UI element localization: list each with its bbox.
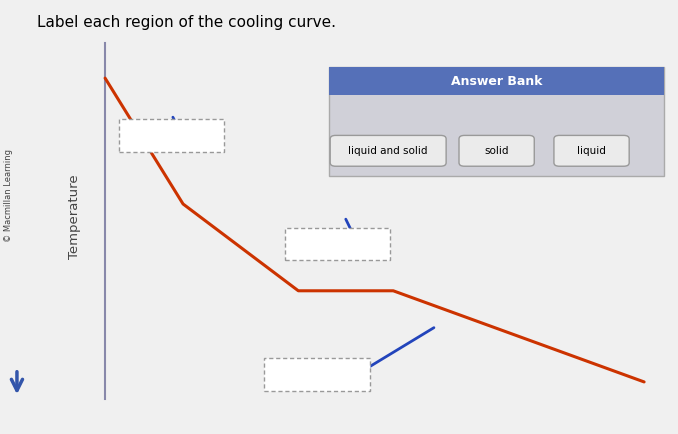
Text: © Macmillan Learning: © Macmillan Learning (3, 149, 13, 242)
Text: solid: solid (484, 146, 509, 156)
Text: Temperature: Temperature (68, 175, 81, 259)
FancyBboxPatch shape (330, 135, 446, 166)
Bar (285, 228, 390, 260)
Text: liquid and solid: liquid and solid (348, 146, 428, 156)
Bar (329, 67, 664, 176)
Text: liquid: liquid (577, 146, 606, 156)
Bar (264, 358, 370, 391)
Bar (119, 119, 224, 152)
FancyBboxPatch shape (459, 135, 534, 166)
Text: Answer Bank: Answer Bank (451, 75, 542, 88)
Text: Label each region of the cooling curve.: Label each region of the cooling curve. (37, 15, 336, 30)
Bar (329, 67, 664, 95)
FancyBboxPatch shape (554, 135, 629, 166)
